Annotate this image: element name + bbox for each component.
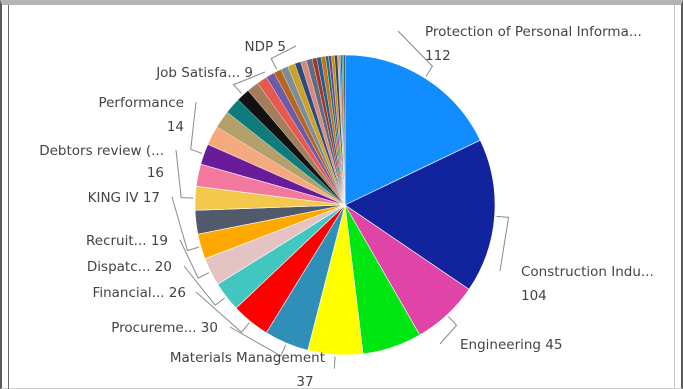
data-label-value: 104 <box>521 288 547 304</box>
data-label-category: Protection of Personal Informa... <box>425 24 642 40</box>
pie-slices <box>194 54 496 356</box>
leader-line <box>179 239 210 279</box>
leader-line <box>439 316 458 345</box>
data-label-value: 14 <box>167 119 184 135</box>
pie-slice[interactable] <box>344 139 496 290</box>
right-divider <box>674 5 675 389</box>
data-labels: Protection of Personal Informa... 112 Cons… <box>39 24 654 389</box>
leader-line <box>175 149 194 199</box>
data-label: NDP 5 <box>244 39 286 55</box>
data-label: KING IV 17 <box>88 190 160 206</box>
leader-line <box>183 265 225 306</box>
data-label-category: Performance <box>98 95 184 111</box>
leader-lines <box>171 30 510 369</box>
left-divider <box>8 5 9 389</box>
data-label-value: 16 <box>147 165 164 181</box>
leader-line <box>171 196 200 252</box>
data-label: Procureme... 30 <box>111 320 218 336</box>
pie-slice[interactable] <box>343 54 346 206</box>
leader-line <box>270 45 297 70</box>
data-label-category: Debtors review (... <box>39 143 164 159</box>
data-label-category: Construction Indu... <box>521 264 654 280</box>
leader-line <box>333 356 336 369</box>
leader-line <box>232 71 266 94</box>
data-label: Recruit... 19 <box>86 233 168 249</box>
data-label-category: Materials Management <box>170 350 325 366</box>
data-label: Engineering 45 <box>460 337 562 353</box>
data-label: Job Satisfa... 9 <box>155 65 253 81</box>
data-label-value: 37 <box>296 374 313 389</box>
data-label: Financial... 26 <box>93 285 186 301</box>
leader-line <box>195 291 250 333</box>
data-label-value: 112 <box>425 48 451 64</box>
leader-line <box>397 30 434 77</box>
pie-slice[interactable] <box>344 54 481 206</box>
data-label: Dispatc... 20 <box>87 259 172 275</box>
leader-line <box>229 326 287 357</box>
leader-line <box>496 215 510 272</box>
leader-line <box>190 101 203 154</box>
